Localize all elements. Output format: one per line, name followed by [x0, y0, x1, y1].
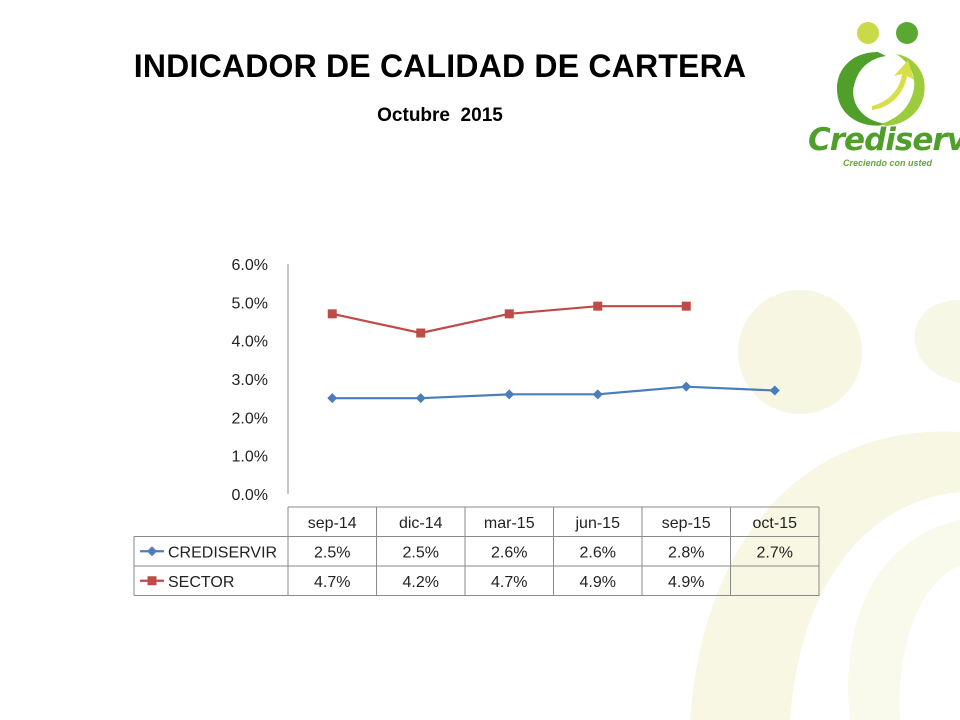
legend-key-marker	[147, 576, 157, 586]
crediservir-logo-icon	[836, 22, 925, 126]
table-value-label: 2.6%	[491, 544, 527, 561]
table-value-label: 4.9%	[668, 574, 704, 591]
x-category-label: jun-15	[575, 515, 621, 532]
table-value-label: 4.2%	[403, 574, 439, 591]
data-point-crediservir	[769, 385, 780, 396]
data-point-sector	[593, 301, 603, 311]
logo-swoosh-right	[880, 54, 925, 126]
y-tick-label: 3.0%	[232, 372, 268, 389]
y-tick-label: 2.0%	[232, 410, 268, 427]
logo-swoosh-left	[836, 52, 888, 126]
logo-brand-text: Crediservir	[808, 122, 960, 158]
data-point-crediservir	[415, 393, 426, 404]
table-value-label: 2.7%	[757, 544, 793, 561]
logo-arrow	[872, 60, 914, 110]
data-point-crediservir	[504, 389, 515, 400]
y-tick-label: 0.0%	[232, 487, 268, 504]
page-subtitle: Octubre 2015	[377, 105, 503, 126]
y-tick-label: 1.0%	[232, 449, 268, 466]
table-value-label: 4.7%	[491, 574, 527, 591]
page-title: INDICADOR DE CALIDAD DE CARTERA	[133, 48, 747, 84]
data-point-crediservir	[681, 381, 692, 392]
logo-dot-right	[896, 22, 918, 44]
bg-swoosh-outer	[914, 300, 960, 384]
logo-dot-left	[857, 22, 879, 44]
legend-series-name: CREDISERVIR	[168, 544, 277, 561]
data-point-sector	[681, 301, 691, 311]
x-category-label: mar-15	[484, 515, 535, 532]
bg-swoosh-inner	[848, 520, 960, 720]
x-category-label: dic-14	[399, 515, 443, 532]
x-category-label: oct-15	[753, 515, 798, 532]
data-point-crediservir	[327, 393, 338, 404]
data-point-sector	[416, 328, 426, 338]
bg-circle-large	[738, 290, 862, 414]
data-point-crediservir	[592, 389, 603, 400]
table-value-label: 2.6%	[580, 544, 616, 561]
logo-tagline: Creciendo con usted	[843, 158, 933, 168]
table-value-label: 4.9%	[580, 574, 616, 591]
x-category-label: sep-15	[662, 515, 711, 532]
data-point-sector	[504, 309, 514, 319]
table-value-label: 2.5%	[314, 544, 350, 561]
table-value-label: 2.5%	[403, 544, 439, 561]
y-tick-label: 4.0%	[232, 334, 268, 351]
legend-series-name: SECTOR	[168, 574, 234, 591]
table-value-label: 4.7%	[314, 574, 350, 591]
x-category-label: sep-14	[308, 515, 357, 532]
data-point-sector	[327, 309, 337, 319]
table-value-label: 2.8%	[668, 544, 704, 561]
y-tick-label: 5.0%	[232, 295, 268, 312]
series-line-crediservir	[332, 385, 775, 400]
y-tick-label: 6.0%	[232, 257, 268, 274]
bg-swoosh-main	[690, 431, 960, 720]
legend-key-marker	[147, 546, 157, 557]
